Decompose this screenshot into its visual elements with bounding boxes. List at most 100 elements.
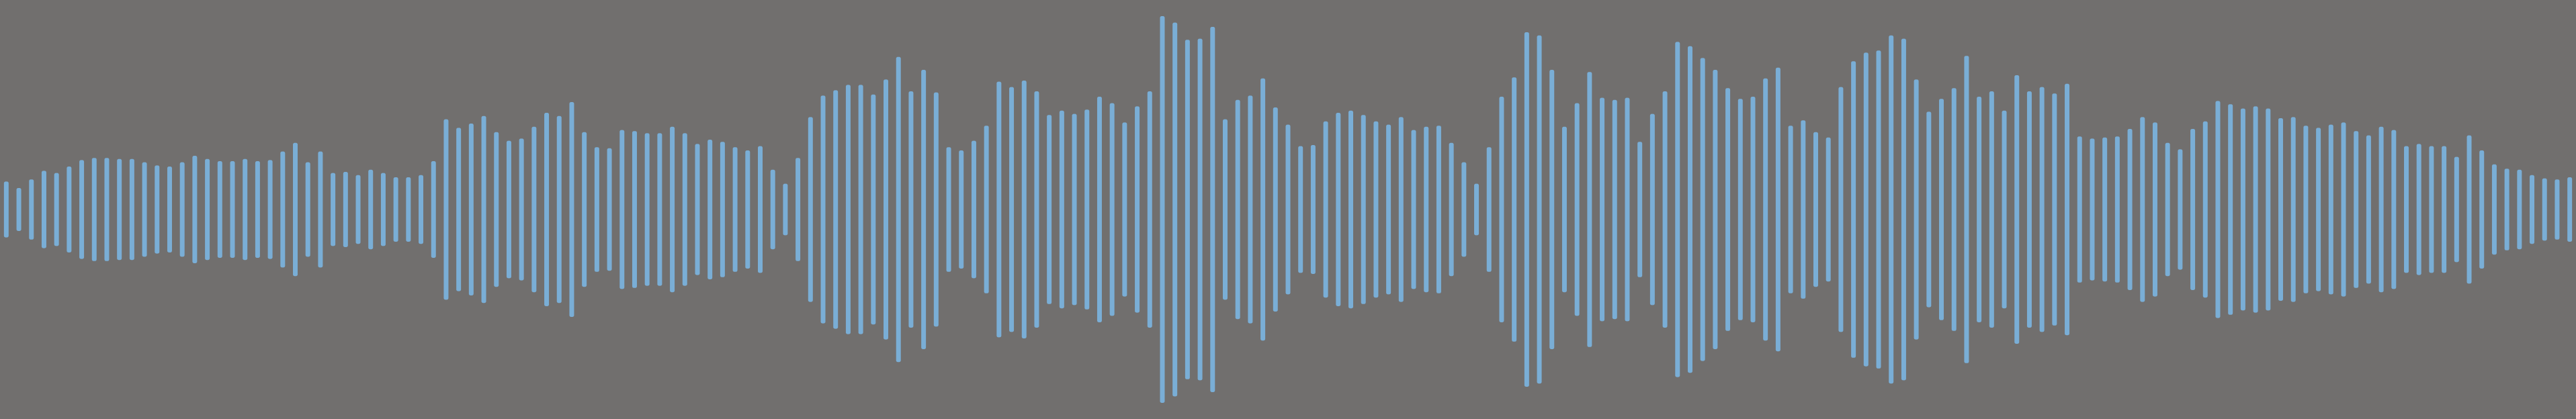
waveform-bar: [1348, 110, 1354, 309]
waveform-bar: [230, 161, 235, 258]
waveform-bar: [531, 126, 537, 293]
waveform-bar: [2554, 179, 2560, 240]
waveform-bar: [2052, 93, 2057, 326]
waveform-bar: [896, 56, 901, 363]
waveform-bar: [1863, 52, 1869, 367]
waveform-bar: [908, 91, 914, 328]
waveform-bar: [921, 70, 927, 349]
waveform-bar: [2479, 150, 2485, 269]
waveform-bar: [41, 171, 46, 248]
waveform-bar: [1084, 109, 1090, 310]
waveform-bar: [2404, 146, 2409, 273]
waveform-bar: [2491, 164, 2497, 255]
waveform-bar: [243, 158, 248, 261]
waveform-bar: [2077, 136, 2082, 283]
waveform-bar: [2303, 126, 2309, 293]
waveform-bar: [1059, 110, 1064, 309]
waveform-bar: [1625, 97, 1630, 322]
waveform-bar: [2517, 169, 2522, 250]
waveform-bar: [1801, 120, 1806, 299]
waveform-bar: [1047, 115, 1052, 304]
waveform-bar: [820, 95, 826, 324]
waveform-bar: [1235, 99, 1240, 320]
waveform-bar: [720, 142, 725, 277]
waveform-bar: [946, 147, 951, 272]
waveform-bar: [217, 161, 222, 258]
waveform-bar: [2542, 178, 2547, 241]
waveform-bar: [293, 142, 298, 277]
waveform-bar: [569, 102, 574, 317]
waveform-bar: [1310, 145, 1316, 274]
waveform-bar: [1260, 78, 1266, 341]
waveform-bar: [79, 160, 85, 259]
waveform-bar: [594, 147, 599, 272]
waveform-bar: [1210, 27, 1215, 392]
waveform-bar: [1549, 70, 1555, 349]
waveform-bar: [1499, 97, 1504, 322]
waveform-bar: [783, 183, 788, 236]
waveform-bar: [29, 179, 34, 240]
waveform-bar: [117, 158, 122, 261]
waveform-bar: [758, 146, 763, 273]
waveform-bar: [67, 167, 72, 252]
waveform-bar: [1951, 88, 1957, 331]
waveform-bar: [2102, 137, 2108, 282]
waveform-bar: [770, 169, 775, 250]
waveform-bar: [2190, 129, 2196, 290]
waveform-bar: [431, 161, 436, 258]
waveform-bar: [1914, 79, 1919, 340]
waveform-bar: [318, 151, 323, 268]
waveform-bar: [1411, 130, 1416, 289]
waveform-bar: [871, 94, 876, 325]
waveform-bar: [2127, 129, 2133, 290]
waveform-bar: [1977, 97, 1982, 322]
waveform-bar: [732, 147, 738, 272]
waveform-bar: [1876, 50, 1881, 369]
waveform-bar: [1298, 146, 1303, 273]
waveform-bar: [556, 115, 562, 304]
waveform-bar: [858, 85, 863, 334]
waveform-bar: [2290, 117, 2296, 302]
waveform-bar: [2278, 118, 2283, 301]
waveform-bar: [670, 126, 675, 293]
waveform-bar: [16, 188, 22, 231]
waveform-bar: [305, 162, 310, 257]
waveform-bar: [2002, 110, 2007, 309]
waveform-bar: [1662, 91, 1668, 328]
waveform-bar: [1687, 46, 1692, 373]
waveform-bar: [406, 177, 411, 242]
waveform-bar: [1185, 40, 1190, 379]
waveform-bar: [2090, 138, 2095, 281]
waveform-bar: [2530, 175, 2535, 244]
waveform-bar: [959, 150, 964, 269]
waveform-bar: [1248, 95, 1253, 324]
waveform-bar: [657, 133, 662, 286]
waveform-bar: [443, 119, 449, 300]
waveform-bar: [519, 138, 524, 281]
waveform-bar: [971, 140, 976, 279]
waveform-bar: [2014, 75, 2020, 344]
waveform-bar: [1637, 142, 1643, 277]
waveform-bar: [419, 175, 424, 244]
waveform-bar: [2266, 108, 2271, 311]
waveform-bar: [1034, 91, 1039, 328]
waveform-bar: [355, 175, 361, 244]
waveform-bar: [1612, 99, 1617, 320]
waveform-bar: [104, 158, 110, 261]
waveform-bar: [1561, 126, 1567, 293]
waveform-bar: [129, 158, 134, 261]
waveform-bar: [1147, 91, 1152, 328]
waveform-bar: [1964, 56, 1969, 363]
waveform-bar: [707, 140, 713, 279]
waveform-bar: [1600, 97, 1605, 322]
waveform-bar: [192, 156, 198, 263]
waveform-bar: [1009, 87, 1015, 332]
waveform-bar: [1989, 91, 1994, 328]
waveform-bar: [2328, 124, 2333, 295]
waveform-bar: [1851, 61, 1856, 358]
waveform-bar: [1386, 124, 1391, 295]
waveform-bar: [2442, 146, 2447, 273]
waveform-bar: [1939, 99, 1944, 320]
